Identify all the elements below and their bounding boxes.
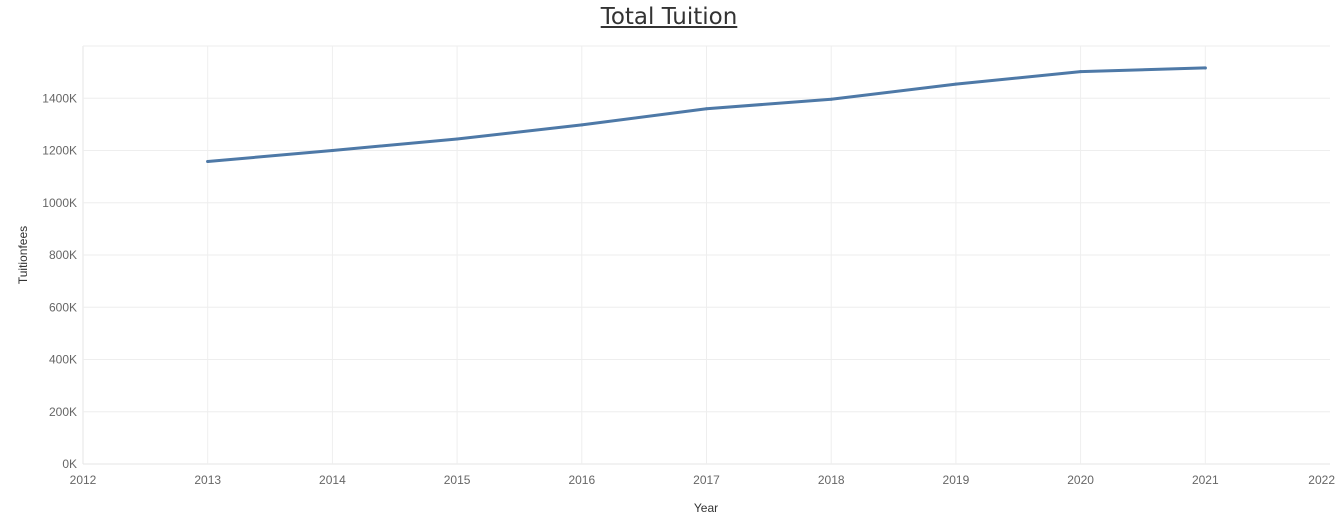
data-point bbox=[1079, 70, 1083, 74]
y-axis-title: Tuitionfees bbox=[16, 226, 30, 284]
data-point bbox=[705, 107, 708, 111]
x-tick-label: 2012 bbox=[70, 473, 97, 487]
gridlines bbox=[82, 45, 1330, 465]
x-tick-label: 2020 bbox=[1067, 473, 1094, 487]
data-point bbox=[206, 159, 210, 163]
y-tick-label: 1400K bbox=[42, 91, 77, 105]
data-point bbox=[954, 82, 958, 86]
x-tick-label: 2021 bbox=[1192, 473, 1219, 487]
x-tick-label: 2015 bbox=[444, 473, 471, 487]
x-axis-title: Year bbox=[694, 501, 718, 515]
y-tick-label: 1200K bbox=[42, 144, 77, 158]
y-tick-label: 600K bbox=[49, 300, 77, 314]
series-layer bbox=[206, 66, 1207, 163]
y-tick-label: 200K bbox=[49, 405, 77, 419]
x-tick-label: 2016 bbox=[568, 473, 595, 487]
y-tick-label: 1000K bbox=[42, 196, 77, 210]
x-tick-label: 2013 bbox=[194, 473, 221, 487]
data-point bbox=[1203, 66, 1207, 70]
data-point bbox=[580, 123, 584, 127]
y-tick-label: 400K bbox=[49, 353, 77, 367]
chart-title: Total Tuition bbox=[600, 4, 738, 30]
x-tick-label: 2022 bbox=[1308, 473, 1335, 487]
x-tick-label: 2019 bbox=[943, 473, 970, 487]
data-point bbox=[455, 137, 459, 141]
x-axis-ticks: 2012 2013 2014 2015 2016 2017 2018 2019 2020 2021… bbox=[70, 473, 1336, 487]
y-tick-label: 0K bbox=[62, 457, 77, 471]
y-axis-ticks: 0K 200K 400K 600K 800K 1000K 1200K 1400K bbox=[42, 91, 77, 471]
data-point bbox=[330, 149, 334, 152]
data-point bbox=[829, 97, 833, 101]
x-tick-label: 2014 bbox=[319, 473, 346, 487]
x-tick-label: 2017 bbox=[693, 473, 720, 487]
x-tick-label: 2018 bbox=[818, 473, 845, 487]
y-tick-label: 800K bbox=[49, 248, 77, 262]
